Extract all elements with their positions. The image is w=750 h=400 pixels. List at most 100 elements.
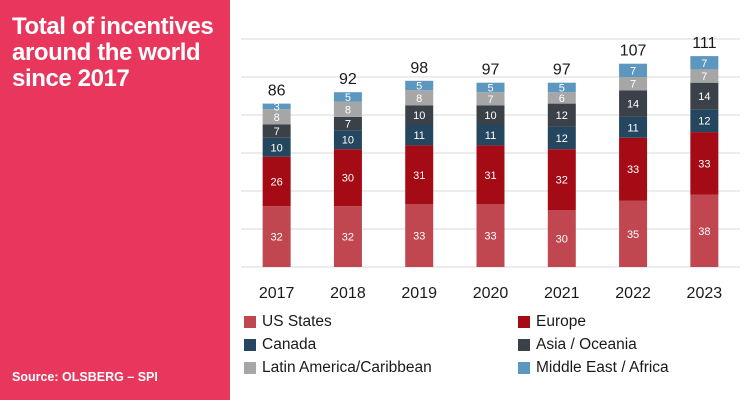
legend-swatch [518,339,530,351]
bar-group-2020: 33 31 11 10 75 97 2020 [473,62,509,302]
legend-item: Europe [518,313,586,331]
bar-segment [476,82,505,93]
chart-area: 32 26 10 7 8 3 86 2017 32 30 10 7 8 5 92 2018 33 31 11 10 8 5… [230,0,750,400]
chart-title: Total of incentives around the world sin… [12,13,214,92]
data-label: 8 [345,104,351,116]
total-label: 107 [620,43,647,60]
bar-segment [547,103,576,127]
bar-group-2018: 32 30 10 7 85 92 2018 [330,71,366,302]
x-tick-label: 2020 [473,285,509,302]
bar-segment [405,204,434,267]
bar-segment [619,77,648,91]
total-label: 92 [339,71,357,88]
data-label: 5 [559,82,565,94]
data-label: 30 [556,234,568,246]
legend-swatch [244,316,256,328]
x-tick-label: 2018 [330,285,366,302]
bar-segment [333,92,362,102]
legend-swatch [518,316,530,328]
data-label: 32 [556,175,568,187]
bar-segment [333,116,362,131]
x-tick-label: 2021 [544,285,580,302]
data-label: 33 [698,158,710,170]
data-label: 14 [627,99,639,111]
legend-label: Latin America/Caribbean [262,359,432,376]
total-label: 86 [268,83,286,100]
bar-segment [333,130,362,150]
total-label: 97 [482,62,500,79]
data-label: 7 [345,119,351,131]
bar-segment [405,105,434,125]
data-label: 33 [413,231,425,243]
legend-label: US States [262,313,332,330]
bar-segment [619,90,648,117]
legend-item: US States [244,313,332,331]
data-label: 8 [416,93,422,105]
bar-segment [476,124,505,146]
bar-segment [476,204,505,267]
bar-group-2019: 33 31 11 10 85 98 2019 [401,60,437,302]
data-label: 7 [630,65,636,77]
bars: 3226107838620173230107859220183331111085… [259,35,722,302]
title-panel: Total of incentives around the world sin… [0,0,230,400]
x-tick-label: 2022 [615,285,651,302]
bar-segment [333,101,362,117]
bar-segment [690,69,719,83]
bar-segment [262,109,291,125]
bar-segment [690,109,719,133]
data-label: 3 [274,101,280,113]
bar-segment [333,206,362,267]
data-label: 5 [416,81,422,93]
legend: US States Europe Canada Asia / Oceania Latin… [244,313,744,385]
bar-segment [262,124,291,138]
data-label: 7 [274,126,280,138]
data-label: 38 [698,226,710,238]
data-label: 35 [627,229,639,241]
bar-segment [405,80,434,91]
bar-segment [619,137,648,201]
bar-segment [262,156,291,207]
data-label: 31 [484,170,496,182]
data-label: 5 [487,82,493,94]
x-tick-label: 2019 [401,285,437,302]
bar-segment [262,103,291,110]
source-note: Source: OLSBERG – SPI [12,370,158,384]
bar-segment [547,149,576,210]
legend-swatch [244,339,256,351]
legend-item: Canada [244,336,316,354]
data-label: 10 [413,110,425,122]
data-label: 10 [271,142,283,154]
bar-segment [690,132,719,195]
bar-segment [619,63,648,77]
bar-segment [405,124,434,146]
data-label: 10 [342,135,354,147]
bar-segment [547,82,576,93]
legend-swatch [518,362,530,374]
data-label: 31 [413,170,425,182]
bar-segment [547,210,576,267]
total-label: 111 [692,35,716,52]
bar-segment [405,90,434,106]
legend-label: Middle East / Africa [536,359,669,376]
data-label: 11 [485,130,496,142]
bar-segment [333,149,362,207]
bar-segment [476,145,505,205]
bar-segment [690,82,719,110]
bar-segment [405,145,434,205]
bar-segment [476,105,505,125]
data-label: 5 [345,92,351,104]
bar-segment [262,137,291,157]
legend-item: Latin America/Caribbean [244,359,432,377]
legend-item: Asia / Oceania [518,336,637,354]
bar-segment [547,126,576,150]
bar-segment [619,116,648,138]
data-label: 30 [342,173,354,185]
data-label: 32 [342,232,354,244]
bar-group-2022: 35 33 11 14 7 7 107 2022 [615,43,651,302]
bar-segment [262,206,291,267]
data-label: 8 [274,112,280,124]
data-label: 12 [698,116,710,128]
data-label: 6 [559,93,565,105]
x-tick-label: 2023 [687,285,723,302]
